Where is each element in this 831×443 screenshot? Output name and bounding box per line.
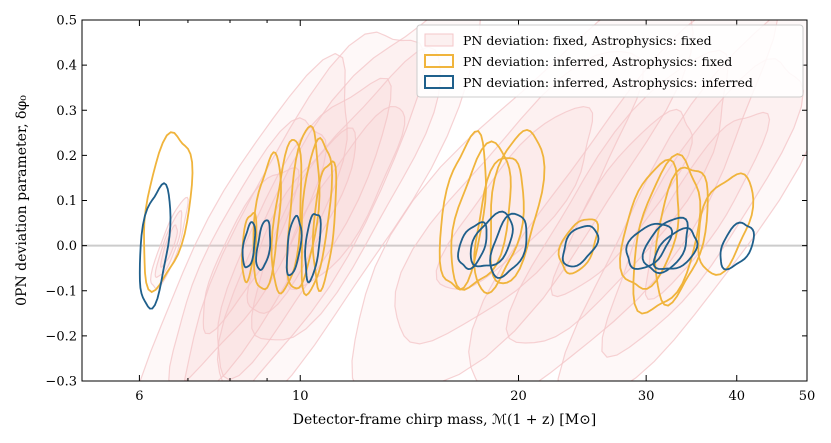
- contour-inferred-fixed-11: [557, 218, 600, 275]
- contour-fixed-fixed-5-2: [550, 108, 693, 298]
- legend-label-series-fixed-fixed: PN deviation: fixed, Astrophysics: fixed: [463, 33, 712, 48]
- contour-inferred-inferred-0: [138, 182, 172, 310]
- contour-inferred-inferred-9: [625, 222, 674, 270]
- x-tick-label: 30: [638, 389, 655, 404]
- series-inferred-inferred: [138, 182, 755, 310]
- y-tick-label: −0.3: [45, 375, 77, 390]
- legend-box: [416, 24, 804, 98]
- x-tick-label: 50: [799, 389, 816, 404]
- x-tick-label: 20: [510, 389, 527, 404]
- y-tick-label: 0.4: [56, 59, 77, 74]
- y-tick-label: −0.2: [45, 329, 77, 344]
- contour-inferred-fixed-7: [438, 130, 487, 291]
- contour-inferred-inferred-2: [255, 219, 272, 271]
- y-tick-label: 0.5: [56, 14, 77, 29]
- plot-area: [82, 20, 807, 381]
- y-tick-label: 0.3: [56, 104, 77, 119]
- contour-inferred-inferred-4: [304, 213, 322, 284]
- contour-inferred-fixed-6: [311, 160, 338, 292]
- contour-inferred-inferred-6: [469, 210, 514, 268]
- axes: −0.3 −0.2 −0.1 0.0 0.1 0.2 0.3 0.4 0.5 6 10 20 30 40 5…: [45, 14, 815, 405]
- x-tick-label: 10: [292, 389, 309, 404]
- contour-inferred-inferred-11: [652, 226, 699, 270]
- legend-swatch-series-fixed-fixed: [424, 33, 454, 47]
- legend-label-series-inferred-fixed: PN deviation: inferred, Astrophysics: fi…: [463, 54, 732, 69]
- y-tick-label: 0.1: [56, 194, 77, 209]
- contour-inferred-fixed-10: [489, 128, 546, 285]
- x-tick-label: 40: [728, 389, 745, 404]
- contour-inferred-inferred-1: [241, 221, 257, 269]
- contour-inferred-inferred-3: [285, 214, 303, 277]
- contour-fixed-fixed-4-0: [351, 20, 694, 381]
- contour-inferred-inferred-7: [489, 212, 528, 279]
- x-axis-label: Detector-frame chirp mass, ℳ(1 + z) [M⊙]: [293, 412, 597, 428]
- contour-inferred-inferred-8: [561, 224, 600, 268]
- contour-inferred-inferred-10: [641, 216, 689, 275]
- contour-fixed-fixed-6-0: [557, 20, 807, 381]
- legend-swatch-series-inferred-fixed: [424, 54, 454, 68]
- legend: PN deviation: fixed, Astrophysics: fixed…: [416, 24, 804, 98]
- y-tick-label: −0.1: [45, 284, 77, 299]
- contour-inferred-inferred-12: [719, 221, 755, 271]
- y-tick-label: 0.0: [56, 239, 77, 254]
- contour-inferred-fixed-12: [619, 158, 680, 290]
- y-axis-label: 0PN deviation parameter, δφ₀: [14, 95, 30, 306]
- legend-label-series-inferred-inferred: PN deviation: inferred, Astrophysics: in…: [463, 75, 753, 90]
- y-tick-label: 0.2: [56, 149, 77, 164]
- contour-fixed-fixed-1-0: [139, 52, 348, 381]
- contour-inferred-fixed-3: [270, 138, 303, 295]
- contour-inferred-fixed-14: [654, 166, 709, 307]
- contour-fixed-fixed-5-0: [468, 20, 778, 381]
- contour-inferred-fixed-0: [143, 131, 194, 294]
- contour-fixed-fixed-1-1: [168, 117, 328, 381]
- contour-inferred-fixed-13: [632, 153, 702, 315]
- legend-swatch-series-inferred-inferred: [424, 75, 454, 89]
- x-tick-label: 6: [135, 389, 143, 404]
